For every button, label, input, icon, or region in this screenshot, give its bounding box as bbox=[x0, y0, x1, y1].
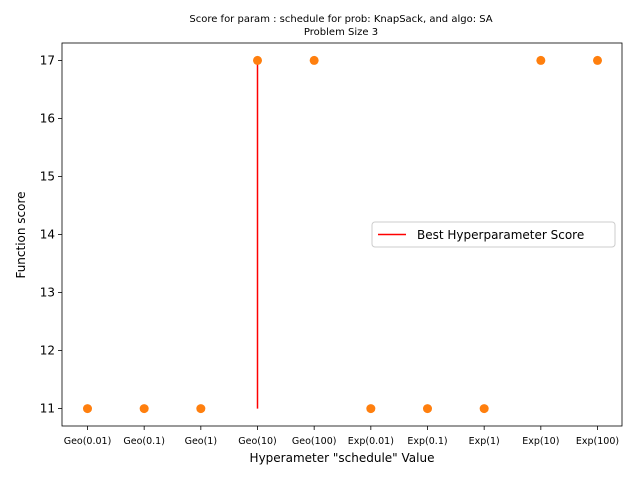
x-axis-label: Hyperameter "schedule" Value bbox=[250, 451, 435, 465]
data-point bbox=[139, 404, 149, 414]
data-point bbox=[479, 404, 489, 414]
data-point bbox=[423, 404, 432, 414]
data-point bbox=[593, 55, 602, 65]
x-tick-label: Geo(0.01) bbox=[64, 436, 112, 447]
x-tick-label: Geo(10) bbox=[238, 436, 277, 447]
data-point bbox=[83, 404, 92, 414]
data-point bbox=[366, 404, 376, 414]
x-tick-label: Exp(0.1) bbox=[407, 436, 447, 447]
legend-box bbox=[371, 221, 616, 248]
y-tick-label: 16 bbox=[40, 111, 55, 125]
data-point bbox=[536, 55, 546, 65]
data-point bbox=[309, 55, 319, 65]
y-tick-label: 15 bbox=[40, 169, 55, 183]
data-point bbox=[196, 404, 206, 414]
x-tick-label: Exp(100) bbox=[576, 436, 619, 447]
chart-subtitle: Problem Size 3 bbox=[304, 27, 378, 38]
y-tick-label: 11 bbox=[40, 402, 55, 416]
chart-title: Score for param : schedule for prob: Kna… bbox=[189, 14, 492, 25]
x-tick-label: Geo(0.1) bbox=[123, 436, 165, 447]
x-tick-label: Exp(10) bbox=[522, 436, 559, 447]
y-tick-label: 13 bbox=[40, 286, 55, 300]
y-tick-label: 12 bbox=[40, 344, 55, 358]
x-tick-label: Exp(1) bbox=[469, 436, 500, 447]
legend: Best Hyperparameter Score bbox=[371, 221, 616, 248]
y-tick-label: 17 bbox=[40, 53, 55, 67]
x-tick-label: Exp(0.01) bbox=[348, 436, 394, 447]
legend-label: Best Hyperparameter Score bbox=[417, 228, 584, 242]
x-tick-label: Geo(100) bbox=[292, 436, 337, 447]
y-tick-label: 14 bbox=[40, 228, 55, 242]
plot-area: 11 12 13 14 15 16 17 Geo(0.01) Geo(0.1) Geo(1) Geo… bbox=[40, 42, 623, 447]
y-axis-label: Function score bbox=[14, 191, 28, 278]
data-point bbox=[253, 55, 262, 65]
x-tick-label: Geo(1) bbox=[185, 436, 217, 447]
